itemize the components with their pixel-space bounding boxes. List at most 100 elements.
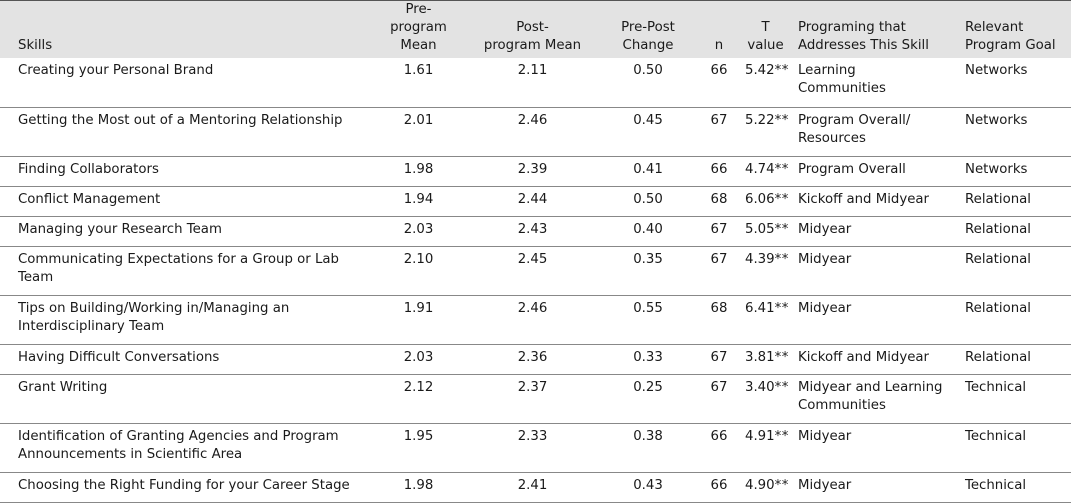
cell-program-goal: Technical (965, 477, 1027, 493)
cell-pre-mean: 1.91 (403, 300, 434, 316)
header-program-goal: Relevant Program Goal (959, 0, 1071, 58)
cell-pre-mean: 1.98 (403, 477, 434, 493)
table-row: Getting the Most out of a Mentoring Rela… (0, 107, 1071, 156)
significance-marker: ** (774, 221, 789, 237)
significance-marker: ** (774, 379, 789, 395)
table-row: Creating your Personal Brand 1.61 2.11 0.50… (0, 58, 1071, 107)
cell-t-value: 3.40** (745, 379, 789, 395)
significance-marker: ** (774, 428, 789, 444)
significance-marker: ** (774, 251, 789, 267)
cell-program-goal: Relational (965, 251, 1031, 267)
cell-pre-mean: 1.94 (403, 191, 434, 207)
header-post-program-mean: Post-program Mean (468, 0, 597, 58)
cell-change: 0.41 (633, 161, 663, 177)
cell-n: 66 (710, 161, 728, 177)
cell-t-value: 4.74** (745, 161, 789, 177)
cell-program-goal: Networks (965, 112, 1028, 128)
table-row: Grant Writing 2.12 2.37 0.25 67 3.40** Midyear… (0, 374, 1071, 423)
cell-t-value: 6.41** (745, 300, 789, 316)
cell-t-value: 4.91** (745, 428, 789, 444)
cell-n: 67 (710, 251, 728, 267)
cell-post-mean: 2.46 (517, 112, 548, 128)
table-row: Conflict Management 1.94 2.44 0.50 68 6.06** K… (0, 186, 1071, 216)
table-row: Managing your Research Team 2.03 2.43 0.40 6… (0, 216, 1071, 246)
header-pre-post-change: Pre-Post Change (597, 0, 699, 58)
cell-t-value: 6.06** (745, 191, 789, 207)
cell-n: 68 (710, 300, 728, 316)
cell-n: 68 (710, 191, 728, 207)
table-row: Communicating Expectations for a Group o… (0, 246, 1071, 295)
header-row: Skills Pre-program Mean Post-program Mea… (0, 0, 1071, 58)
cell-program-goal: Relational (965, 191, 1031, 207)
cell-post-mean: 2.43 (517, 221, 548, 237)
cell-change: 0.50 (633, 63, 663, 78)
cell-change: 0.50 (633, 191, 663, 207)
cell-pre-mean: 2.10 (403, 251, 434, 267)
table-row: Tips on Building/Working in/Managing an … (0, 295, 1071, 344)
cell-pre-mean: 1.98 (403, 161, 434, 177)
cell-programing: Program Overall (798, 161, 906, 177)
header-pre-program-mean: Pre-program Mean (369, 0, 468, 58)
cell-skill: Tips on Building/Working in/Managing an … (18, 300, 290, 334)
cell-n: 67 (710, 349, 728, 365)
cell-skill: Creating your Personal Brand (18, 63, 214, 78)
cell-program-goal: Technical (965, 428, 1027, 444)
cell-skill: Identification of Granting Agencies and … (18, 428, 339, 462)
cell-pre-mean: 1.61 (403, 63, 434, 78)
cell-pre-mean: 2.01 (403, 112, 434, 128)
cell-pre-mean: 2.12 (403, 379, 434, 395)
header-n: n (699, 0, 739, 58)
cell-pre-mean: 2.03 (403, 349, 434, 365)
significance-marker: ** (774, 477, 789, 493)
cell-program-goal: Networks (965, 63, 1028, 78)
table-row: Having Difficult Conversations 2.03 2.36 0.… (0, 344, 1071, 374)
cell-t-value: 3.81** (745, 349, 789, 365)
table-row: Choosing the Right Funding for your Care… (0, 472, 1071, 502)
table-row: Finding Collaborators 1.98 2.39 0.41 66 4.74*… (0, 156, 1071, 186)
cell-t-value: 5.22** (745, 112, 789, 128)
cell-program-goal: Networks (965, 161, 1028, 177)
cell-change: 0.55 (633, 300, 663, 316)
cell-programing: Midyear and Learning Communities (798, 379, 943, 413)
cell-n: 66 (710, 477, 728, 493)
cell-programing: Midyear (798, 221, 852, 237)
cell-change: 0.33 (633, 349, 663, 365)
significance-marker: ** (774, 300, 789, 316)
cell-skill: Conflict Management (18, 191, 161, 207)
cell-programing: Learning Communities (798, 63, 886, 96)
significance-marker: ** (774, 349, 789, 365)
cell-programing: Kickoff and Midyear (798, 349, 929, 365)
cell-pre-mean: 1.95 (403, 428, 434, 444)
cell-t-value: 4.90** (745, 477, 789, 493)
cell-change: 0.40 (633, 221, 663, 237)
cell-skill: Communicating Expectations for a Group o… (18, 251, 339, 285)
cell-programing: Kickoff and Midyear (798, 191, 929, 207)
table-body: Creating your Personal Brand 1.61 2.11 0.50… (0, 58, 1071, 502)
cell-post-mean: 2.36 (517, 349, 548, 365)
cell-change: 0.35 (633, 251, 663, 267)
cell-skill: Having Difficult Conversations (18, 349, 220, 365)
cell-programing: Midyear (798, 477, 852, 493)
cell-t-value: 4.39** (745, 251, 789, 267)
table-row: Identification of Granting Agencies and … (0, 423, 1071, 472)
cell-change: 0.38 (633, 428, 663, 444)
cell-post-mean: 2.45 (517, 251, 548, 267)
significance-marker: ** (774, 112, 789, 128)
cell-post-mean: 2.37 (517, 379, 548, 395)
cell-change: 0.25 (633, 379, 663, 395)
cell-programing: Midyear (798, 300, 852, 316)
cell-program-goal: Technical (965, 379, 1027, 395)
cell-programing: Midyear (798, 428, 852, 444)
cell-t-value: 5.05** (745, 221, 789, 237)
cell-change: 0.45 (633, 112, 663, 128)
header-programing: Programing that Addresses This Skill (792, 0, 959, 58)
header-skills: Skills (0, 0, 369, 58)
cell-n: 66 (710, 63, 728, 78)
cell-pre-mean: 2.03 (403, 221, 434, 237)
cell-program-goal: Relational (965, 221, 1031, 237)
cell-post-mean: 2.41 (517, 477, 548, 493)
cell-t-value: 5.42** (745, 63, 789, 78)
cell-program-goal: Relational (965, 349, 1031, 365)
